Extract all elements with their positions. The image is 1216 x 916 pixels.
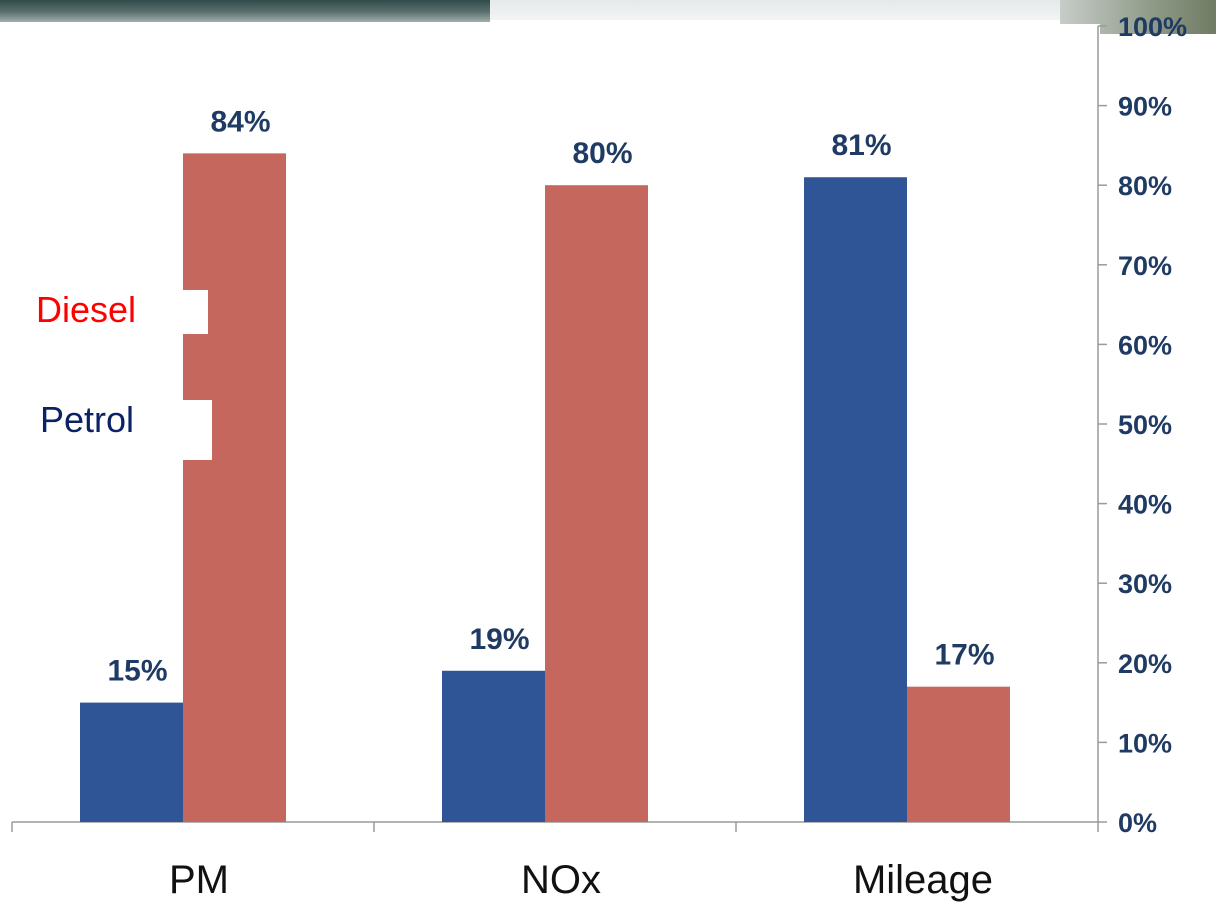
bar-diesel-nox xyxy=(545,185,648,822)
y-tick-label: 90% xyxy=(1118,92,1172,122)
data-label-diesel-mileage: 17% xyxy=(934,639,994,672)
background-photo-strip xyxy=(0,0,490,22)
y-tick-label: 80% xyxy=(1118,171,1172,201)
chart-data-labels: 15% 84% 19% 80% 81% 17% xyxy=(107,105,994,687)
background-photo-fade xyxy=(490,0,1060,20)
category-label-pm: PM xyxy=(169,858,229,902)
category-label-mileage: Mileage xyxy=(853,858,993,902)
legend-item-diesel: Diesel xyxy=(12,290,208,334)
x-axis-category-labels: PM NOx Mileage xyxy=(169,858,993,902)
y-axis-tick-labels: 0% 10% 20% 30% 40% 50% 60% 70% 80% 90% 100% xyxy=(1098,12,1187,838)
category-label-nox: NOx xyxy=(521,858,601,902)
y-tick-label: 0% xyxy=(1118,808,1157,838)
y-tick-label: 10% xyxy=(1118,728,1172,758)
chart-bars xyxy=(80,153,1010,823)
data-label-petrol-mileage: 81% xyxy=(831,129,891,162)
data-label-diesel-pm: 84% xyxy=(210,105,270,138)
bar-petrol-pm xyxy=(80,702,183,822)
y-tick-label: 50% xyxy=(1118,410,1172,440)
legend-item-petrol: Petrol xyxy=(12,400,212,460)
y-tick-label: 70% xyxy=(1118,251,1172,281)
y-tick-label: 20% xyxy=(1118,649,1172,679)
data-label-petrol-nox: 19% xyxy=(469,623,529,656)
bar-diesel-pm xyxy=(183,153,286,823)
y-tick-label: 30% xyxy=(1118,569,1172,599)
bar-petrol-nox xyxy=(442,670,545,822)
data-label-petrol-pm: 15% xyxy=(107,655,167,688)
y-tick-label: 40% xyxy=(1118,490,1172,520)
data-label-diesel-nox: 80% xyxy=(572,137,632,170)
y-tick-label: 60% xyxy=(1118,330,1172,360)
bar-petrol-mileage xyxy=(804,177,907,823)
bar-diesel-mileage xyxy=(907,686,1010,822)
y-tick-label: 100% xyxy=(1118,12,1187,42)
